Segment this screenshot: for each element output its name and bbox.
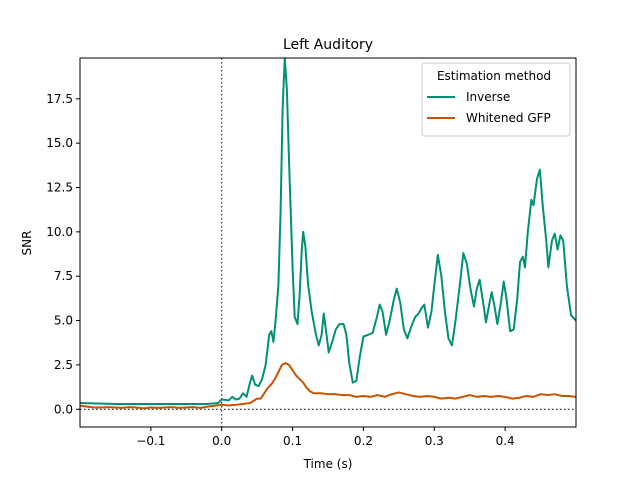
y-axis-label: SNR (20, 231, 34, 256)
y-tick-label: 7.5 (54, 269, 73, 283)
chart-title: Left Auditory (283, 37, 373, 53)
x-tick-label: 0.2 (354, 434, 373, 448)
legend-box (421, 62, 571, 137)
legend-title: Estimation method (437, 69, 551, 83)
plot-area: −0.1 0.0 0.1 0.2 0.3 0.4 0.0 2.5 5.0 7.5 10.0 12.5 1… (46, 57, 577, 448)
legend-label-whitened-gfp: Whitened GFP (466, 111, 551, 125)
legend: Estimation method Inverse Whitened GFP (421, 62, 571, 137)
y-tick-label: 5.0 (54, 314, 73, 328)
y-tick-label: 17.5 (46, 92, 73, 106)
series-line-inverse (80, 58, 576, 405)
y-tick-label: 0.0 (54, 402, 73, 416)
series-line-whitened-gfp (80, 362, 576, 410)
y-tick-label: 2.5 (54, 358, 73, 372)
x-tick-label: 0.4 (496, 434, 515, 448)
x-axis-label: Time (s) (303, 457, 353, 471)
legend-label-inverse: Inverse (466, 90, 510, 104)
axes-frame (79, 57, 577, 428)
y-tick-label: 12.5 (46, 181, 73, 195)
y-tick-label: 15.0 (46, 136, 73, 150)
x-tick-label: −0.1 (136, 434, 165, 448)
x-tick-label: 0.3 (425, 434, 444, 448)
x-tick-label: 0.0 (212, 434, 231, 448)
x-tick-label: 0.1 (283, 434, 302, 448)
y-tick-label: 10.0 (46, 225, 73, 239)
